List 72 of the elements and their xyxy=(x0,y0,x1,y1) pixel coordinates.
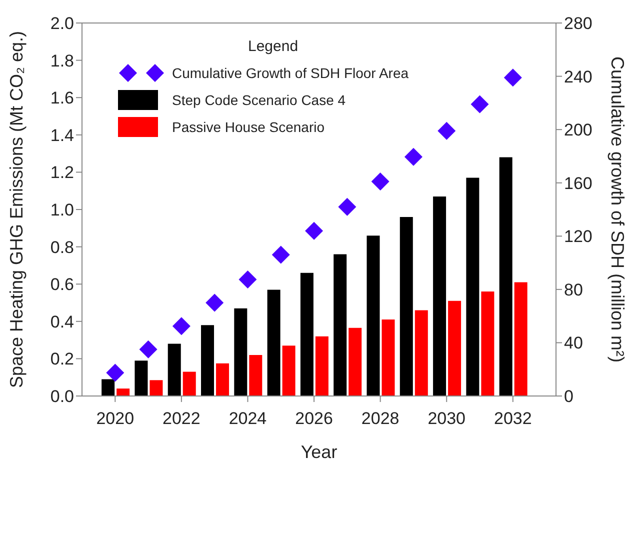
bar xyxy=(334,254,347,396)
point xyxy=(172,317,190,336)
y-tick-label: 1.4 xyxy=(50,126,74,145)
y2-tick-label: 240 xyxy=(564,67,592,86)
bar xyxy=(448,300,462,396)
point xyxy=(404,148,422,166)
point xyxy=(438,122,456,140)
bar xyxy=(382,320,395,396)
bar xyxy=(315,336,328,396)
y-tick-label: 0.4 xyxy=(50,312,74,332)
y-axis-title: Space Heating GHG Emissions (Mt CO₂ eq.) xyxy=(6,30,26,388)
point xyxy=(106,364,124,382)
y2-axis-title: Cumulative growth of SDH (million m²) xyxy=(608,56,626,363)
bar xyxy=(466,178,480,396)
legend-title: Legend xyxy=(248,38,300,55)
y-tick-label: 1.8 xyxy=(50,51,74,70)
x-tick-label: 2026 xyxy=(295,409,333,428)
bar xyxy=(366,236,380,396)
bar xyxy=(267,290,280,396)
bar xyxy=(102,379,115,396)
bar xyxy=(216,363,230,396)
point xyxy=(470,95,489,114)
bar xyxy=(300,272,314,396)
bar xyxy=(150,380,163,396)
y2-tick-label: 0 xyxy=(564,387,574,406)
point xyxy=(305,222,324,240)
x-tick-label: 2024 xyxy=(228,409,267,428)
bar xyxy=(499,157,512,396)
bar xyxy=(414,310,428,396)
y-tick-label: 2.0 xyxy=(50,14,74,34)
y2-tick-label: 280 xyxy=(564,14,592,34)
bar xyxy=(400,216,413,396)
bar xyxy=(433,196,446,396)
legend-label: Passive House Scenario xyxy=(172,118,325,134)
point xyxy=(504,68,522,87)
x-axis-title: Year xyxy=(300,442,338,462)
bar xyxy=(134,360,148,396)
bar xyxy=(249,354,262,396)
y-tick-label: 0.8 xyxy=(50,238,74,257)
x-tick-label: 2022 xyxy=(162,409,200,428)
y-tick-label: 1.2 xyxy=(50,163,74,182)
point xyxy=(139,340,158,358)
y-tick-label: 0.6 xyxy=(50,275,74,294)
legend-label: Step Code Scenario Case 4 xyxy=(172,92,346,108)
legend-label: Cumulative Growth of SDH Floor Area xyxy=(172,64,409,80)
y2-tick-label: 80 xyxy=(564,280,583,300)
point xyxy=(371,172,390,191)
y-tick-label: 1.0 xyxy=(50,200,74,220)
y-tick-label: 0.2 xyxy=(50,350,74,369)
bar xyxy=(182,372,196,396)
y2-tick-label: 120 xyxy=(564,227,592,246)
bar xyxy=(481,292,494,396)
bar xyxy=(234,308,248,396)
bar xyxy=(116,388,130,396)
bar xyxy=(348,328,362,396)
bar xyxy=(201,325,214,396)
point xyxy=(338,198,356,216)
y2-tick-label: 40 xyxy=(564,334,583,353)
bar xyxy=(168,344,181,396)
point xyxy=(206,294,224,312)
x-tick-label: 2020 xyxy=(96,409,134,428)
y-tick-label: 0.0 xyxy=(50,387,74,406)
x-tick-label: 2030 xyxy=(428,409,466,428)
x-tick-label: 2032 xyxy=(494,409,532,428)
y2-tick-label: 200 xyxy=(564,120,592,140)
x-tick-label: 2028 xyxy=(361,409,400,428)
bar xyxy=(514,282,528,396)
point xyxy=(272,246,290,264)
y2-tick-label: 160 xyxy=(564,174,592,193)
y-tick-label: 1.6 xyxy=(50,88,74,108)
bar xyxy=(282,346,296,396)
point xyxy=(238,270,257,288)
